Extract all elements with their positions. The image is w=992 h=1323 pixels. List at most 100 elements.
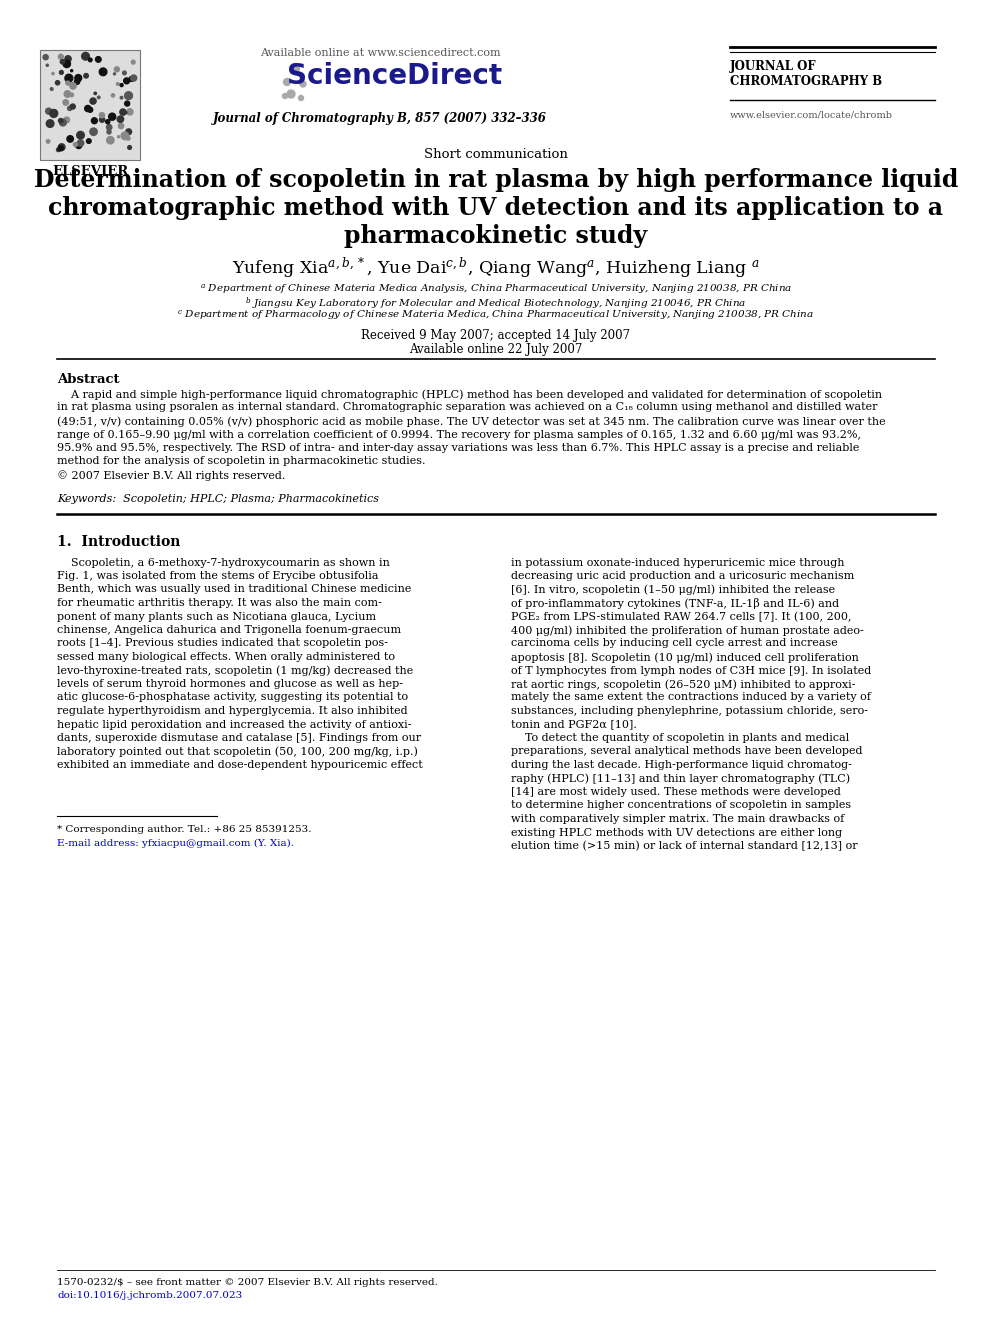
Circle shape — [74, 79, 79, 85]
Circle shape — [120, 108, 126, 115]
Text: atic glucose-6-phosphatase activity, suggesting its potential to: atic glucose-6-phosphatase activity, sug… — [57, 692, 408, 703]
Circle shape — [99, 112, 104, 118]
Circle shape — [64, 74, 72, 82]
Circle shape — [76, 131, 84, 139]
Circle shape — [90, 98, 96, 105]
Circle shape — [99, 67, 107, 75]
Text: $^a$ Department of Chinese Materia Medica Analysis, China Pharmaceutical Univers: $^a$ Department of Chinese Materia Medic… — [199, 282, 793, 296]
Circle shape — [87, 107, 92, 112]
Circle shape — [94, 93, 96, 94]
Circle shape — [70, 105, 75, 108]
Text: carcinoma cells by inducing cell cycle arrest and increase: carcinoma cells by inducing cell cycle a… — [511, 639, 838, 648]
Circle shape — [300, 81, 306, 87]
Text: doi:10.1016/j.jchromb.2007.07.023: doi:10.1016/j.jchromb.2007.07.023 — [57, 1291, 242, 1301]
Text: www.elsevier.com/locate/chromb: www.elsevier.com/locate/chromb — [730, 110, 893, 119]
Text: for rheumatic arthritis therapy. It was also the main com-: for rheumatic arthritis therapy. It was … — [57, 598, 382, 609]
Circle shape — [73, 143, 77, 147]
Circle shape — [67, 106, 71, 110]
Circle shape — [47, 64, 49, 66]
Text: hepatic lipid peroxidation and increased the activity of antioxi-: hepatic lipid peroxidation and increased… — [57, 720, 412, 729]
Circle shape — [291, 64, 300, 73]
Circle shape — [299, 95, 304, 101]
Circle shape — [111, 94, 115, 97]
Circle shape — [124, 78, 130, 83]
Circle shape — [107, 136, 114, 144]
Circle shape — [113, 73, 115, 75]
Circle shape — [287, 90, 295, 98]
Circle shape — [60, 70, 63, 74]
Text: $^b$ Jiangsu Key Laboratory for Molecular and Medical Biotechnology, Nanjing 210: $^b$ Jiangsu Key Laboratory for Molecula… — [245, 295, 747, 312]
Circle shape — [109, 114, 116, 120]
Circle shape — [118, 136, 120, 138]
Circle shape — [63, 99, 68, 105]
Text: roots [1–4]. Previous studies indicated that scopoletin pos-: roots [1–4]. Previous studies indicated … — [57, 639, 388, 648]
Circle shape — [123, 71, 126, 75]
Circle shape — [59, 144, 64, 151]
Text: To detect the quantity of scopoletin in plants and medical: To detect the quantity of scopoletin in … — [511, 733, 849, 744]
Text: Journal of Chromatography B, 857 (2007) 332–336: Journal of Chromatography B, 857 (2007) … — [213, 112, 547, 124]
Text: in potassium oxonate-induced hyperuricemic mice through: in potassium oxonate-induced hyperuricem… — [511, 557, 844, 568]
Circle shape — [70, 70, 72, 71]
Text: E-mail address: yfxiacpu@gmail.com (Y. Xia).: E-mail address: yfxiacpu@gmail.com (Y. X… — [57, 839, 294, 848]
Text: apoptosis [8]. Scopoletin (10 μg/ml) induced cell proliferation: apoptosis [8]. Scopoletin (10 μg/ml) ind… — [511, 652, 859, 663]
Text: sessed many biological effects. When orally administered to: sessed many biological effects. When ora… — [57, 652, 395, 662]
Circle shape — [47, 140, 50, 143]
Circle shape — [75, 142, 82, 148]
Text: rat aortic rings, scopoletin (26–520 μM) inhibited to approxi-: rat aortic rings, scopoletin (26–520 μM)… — [511, 679, 855, 689]
Text: CHROMATOGRAPHY B: CHROMATOGRAPHY B — [730, 75, 882, 89]
Text: 95.9% and 95.5%, respectively. The RSD of intra- and inter-day assay variations : 95.9% and 95.5%, respectively. The RSD o… — [57, 443, 859, 452]
Circle shape — [88, 58, 92, 62]
Circle shape — [95, 57, 101, 62]
Text: dants, superoxide dismutase and catalase [5]. Findings from our: dants, superoxide dismutase and catalase… — [57, 733, 422, 744]
Text: mately the same extent the contractions induced by a variety of: mately the same extent the contractions … — [511, 692, 871, 703]
Text: regulate hyperthyroidism and hyperglycemia. It also inhibited: regulate hyperthyroidism and hyperglycem… — [57, 706, 408, 716]
Text: of T lymphocytes from lymph nodes of C3H mice [9]. In isolated: of T lymphocytes from lymph nodes of C3H… — [511, 665, 871, 676]
Circle shape — [60, 119, 66, 126]
Text: tonin and PGF2α [10].: tonin and PGF2α [10]. — [511, 720, 637, 729]
Circle shape — [114, 66, 119, 71]
Text: PGE₂ from LPS-stimulated RAW 264.7 cells [7]. It (100, 200,: PGE₂ from LPS-stimulated RAW 264.7 cells… — [511, 611, 851, 622]
Text: $^c$ Department of Pharmacology of Chinese Materia Medica, China Pharmaceutical : $^c$ Department of Pharmacology of Chine… — [178, 308, 814, 321]
Text: substances, including phenylephrine, potassium chloride, sero-: substances, including phenylephrine, pot… — [511, 706, 868, 716]
Text: Received 9 May 2007; accepted 14 July 2007: Received 9 May 2007; accepted 14 July 20… — [361, 329, 631, 343]
Circle shape — [74, 74, 81, 82]
Circle shape — [77, 140, 83, 147]
Text: JOURNAL OF: JOURNAL OF — [730, 60, 816, 73]
Circle shape — [127, 108, 133, 115]
Circle shape — [59, 119, 62, 123]
Text: exhibited an immediate and dose-dependent hypouricemic effect: exhibited an immediate and dose-dependen… — [57, 759, 423, 770]
Circle shape — [126, 136, 130, 140]
Text: Determination of scopoletin in rat plasma by high performance liquid: Determination of scopoletin in rat plasm… — [34, 168, 958, 192]
Circle shape — [131, 75, 137, 81]
Text: ponent of many plants such as Nicotiana glauca, Lycium: ponent of many plants such as Nicotiana … — [57, 611, 376, 622]
Circle shape — [120, 83, 123, 86]
Circle shape — [120, 97, 123, 99]
Circle shape — [106, 124, 112, 130]
Circle shape — [43, 54, 49, 60]
Text: chinense, Angelica dahurica and Trigonella foenum-graecum: chinense, Angelica dahurica and Trigonel… — [57, 624, 401, 635]
Text: levo-thyroxine-treated rats, scopoletin (1 mg/kg) decreased the: levo-thyroxine-treated rats, scopoletin … — [57, 665, 414, 676]
Text: * Corresponding author. Tel.: +86 25 85391253.: * Corresponding author. Tel.: +86 25 853… — [57, 826, 311, 835]
Text: elution time (>15 min) or lack of internal standard [12,13] or: elution time (>15 min) or lack of intern… — [511, 841, 858, 851]
Circle shape — [50, 110, 58, 118]
Text: to determine higher concentrations of scopoletin in samples: to determine higher concentrations of sc… — [511, 800, 851, 811]
Circle shape — [59, 54, 63, 60]
Circle shape — [84, 74, 88, 78]
Circle shape — [81, 53, 89, 60]
Text: Yufeng Xia$^{a,b,*}$, Yue Dai$^{c,b}$, Qiang Wang$^{a}$, Huizheng Liang $^{a}$: Yufeng Xia$^{a,b,*}$, Yue Dai$^{c,b}$, Q… — [232, 255, 760, 282]
Text: pharmacokinetic study: pharmacokinetic study — [344, 224, 648, 247]
Text: 1.  Introduction: 1. Introduction — [57, 536, 181, 549]
Text: range of 0.165–9.90 μg/ml with a correlation coefficient of 0.9994. The recovery: range of 0.165–9.90 μg/ml with a correla… — [57, 430, 861, 439]
Text: decreasing uric acid production and a uricosuric mechanism: decreasing uric acid production and a ur… — [511, 572, 854, 581]
Text: (49:51, v/v) containing 0.05% (v/v) phosphoric acid as mobile phase. The UV dete: (49:51, v/v) containing 0.05% (v/v) phos… — [57, 415, 886, 426]
Circle shape — [91, 118, 97, 123]
Text: Keywords:  Scopoletin; HPLC; Plasma; Pharmacokinetics: Keywords: Scopoletin; HPLC; Plasma; Phar… — [57, 493, 379, 504]
Circle shape — [117, 116, 124, 123]
Circle shape — [57, 148, 61, 152]
Text: laboratory pointed out that scopoletin (50, 100, 200 mg/kg, i.p.): laboratory pointed out that scopoletin (… — [57, 746, 418, 757]
Text: 400 μg/ml) inhibited the proliferation of human prostate adeo-: 400 μg/ml) inhibited the proliferation o… — [511, 624, 864, 635]
Circle shape — [129, 77, 134, 82]
Circle shape — [63, 60, 70, 67]
Circle shape — [66, 136, 73, 142]
Text: Available online 22 July 2007: Available online 22 July 2007 — [410, 343, 582, 356]
